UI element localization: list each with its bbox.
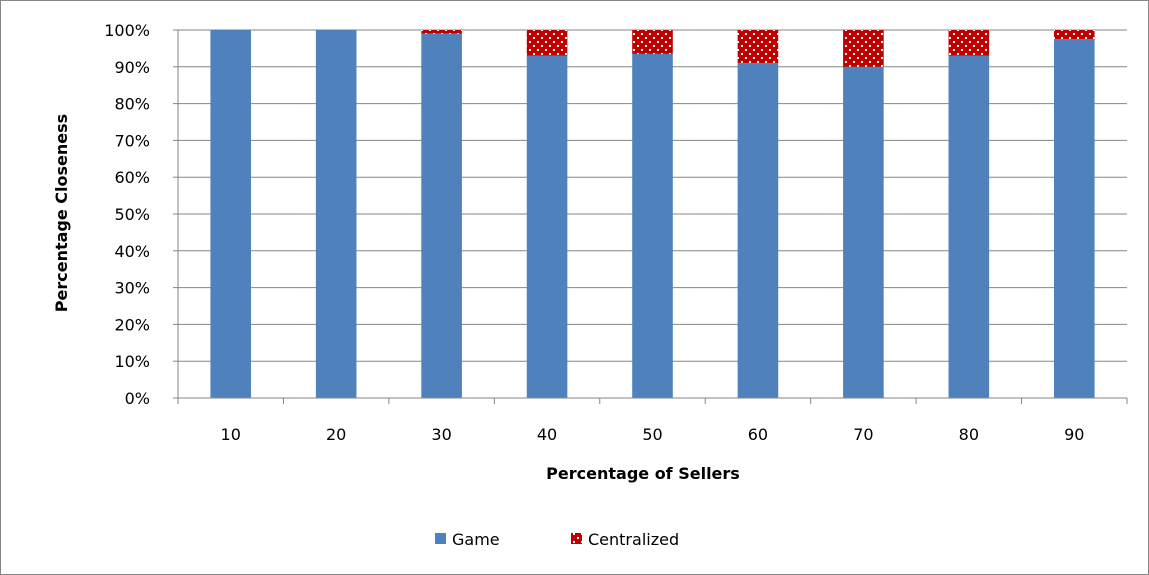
y-tick-label: 80%: [114, 95, 150, 114]
bar-centralized-50: [632, 30, 673, 54]
y-tick-label: 70%: [114, 131, 150, 150]
bar-game-50: [632, 53, 673, 399]
bar-centralized-60: [737, 30, 779, 64]
x-tick-labels: 10 20 30 40 50 60 70 80 90: [221, 425, 1085, 444]
legend-label-centralized: Centralized: [588, 530, 679, 549]
y-tick-label: 60%: [114, 168, 150, 187]
legend: Game Centralized: [435, 530, 679, 549]
bar-centralized-40: [526, 30, 568, 56]
bar-game-60: [737, 63, 779, 399]
y-tick-label: 0%: [125, 389, 150, 408]
y-tick-label: 40%: [114, 242, 150, 261]
x-tick-label: 30: [431, 425, 451, 444]
bar-game-90: [1053, 39, 1095, 398]
x-tick-label: 70: [853, 425, 873, 444]
bar-game-70: [843, 66, 884, 399]
bar-game-80: [948, 55, 990, 398]
legend-swatch-centralized: [571, 533, 582, 544]
y-tick-label: 90%: [114, 58, 150, 77]
y-tick-label: 20%: [114, 315, 150, 334]
y-tick-labels: 0% 10% 20% 30% 40% 50% 60% 70% 80% 90% 100%: [104, 21, 150, 408]
y-tick-label: 100%: [104, 21, 150, 40]
x-tick-label: 40: [537, 425, 557, 444]
x-tick-label: 50: [642, 425, 662, 444]
legend-label-game: Game: [452, 530, 500, 549]
bar-series: [210, 30, 1095, 399]
axes: [173, 29, 1128, 404]
y-tick-label: 50%: [114, 205, 150, 224]
y-tick-label: 10%: [114, 352, 150, 371]
x-tick-label: 90: [1064, 425, 1084, 444]
bar-game-30: [421, 33, 462, 399]
legend-swatch-game: [435, 533, 446, 544]
x-axis-title: Percentage of Sellers: [546, 464, 740, 483]
y-tick-label: 30%: [114, 279, 150, 298]
x-tick-label: 10: [221, 425, 241, 444]
y-axis-title: Percentage Closeness: [52, 114, 71, 312]
bar-game-20: [315, 30, 357, 398]
bar-centralized-80: [948, 30, 990, 56]
x-tick-label: 80: [959, 425, 979, 444]
bar-centralized-30: [421, 30, 462, 34]
x-tick-label: 60: [748, 425, 768, 444]
bar-centralized-90: [1053, 30, 1095, 40]
x-tick-label: 20: [326, 425, 346, 444]
bar-centralized-70: [843, 30, 884, 67]
bar-game-10: [210, 30, 252, 398]
bar-game-40: [526, 55, 568, 398]
